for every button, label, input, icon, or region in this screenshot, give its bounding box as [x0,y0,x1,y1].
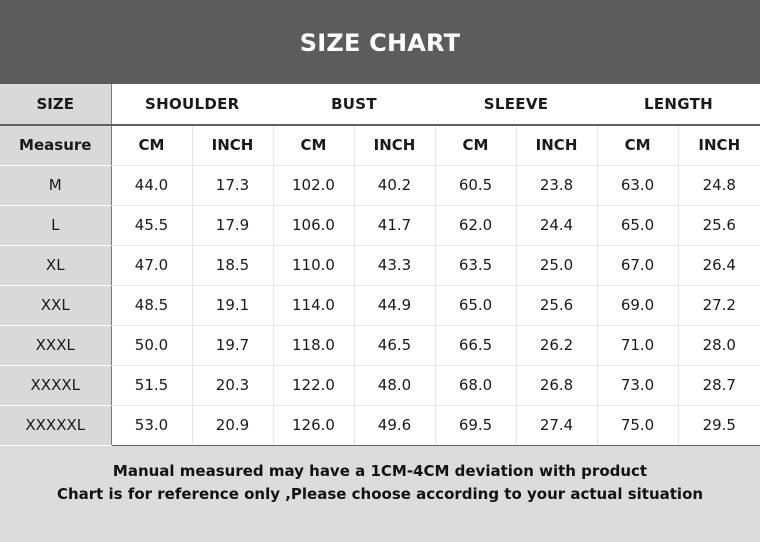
table-cell: 28.0 [678,325,760,366]
unit-header-cell: CM [597,125,679,166]
table-row: XXL 48.5 19.1 114.0 44.9 65.0 25.6 69.0 27.2 [0,285,760,326]
table-cell: 51.5 [110,365,193,406]
table-cell: 20.9 [192,405,274,446]
table-cell: 40.2 [354,165,436,206]
table-cell: 47.0 [110,245,193,286]
table-cell: 114.0 [273,285,355,326]
table-row: XXXXL 51.5 20.3 122.0 48.0 68.0 26.8 73.0 28.7 [0,365,760,406]
table-cell: 53.0 [110,405,193,446]
reference-note: Chart is for reference only ,Please choo… [56,485,704,503]
table-cell: 46.5 [354,325,436,366]
table-cell: 48.5 [110,285,193,326]
group-header-sleeve: SLEEVE [435,84,598,126]
deviation-note: Manual measured may have a 1CM-4CM devia… [112,462,648,480]
unit-header-cell: INCH [354,125,436,166]
table-cell: 45.5 [110,205,193,246]
table-cell: 126.0 [273,405,355,446]
table-cell: 73.0 [597,365,679,406]
table-cell: 26.8 [516,365,598,406]
size-label-cell: XXXXL [0,365,112,406]
table-cell: 60.5 [435,165,517,206]
unit-header-row: Measure CM INCH CM INCH CM INCH CM INCH [0,125,760,166]
table-row: L 45.5 17.9 106.0 41.7 62.0 24.4 65.0 25.6 [0,205,760,246]
table-row: XXXL 50.0 19.7 118.0 46.5 66.5 26.2 71.0 28.0 [0,325,760,366]
group-header-row: SIZE SHOULDER BUST SLEEVE LENGTH [0,84,760,126]
size-column-header: SIZE [0,84,112,126]
table-cell: 68.0 [435,365,517,406]
table-cell: 63.0 [597,165,679,206]
table-cell: 48.0 [354,365,436,406]
size-label-cell: XXXL [0,325,112,366]
table-row: M 44.0 17.3 102.0 40.2 60.5 23.8 63.0 24.8 [0,165,760,206]
unit-header-cell: INCH [516,125,598,166]
table-cell: 69.5 [435,405,517,446]
table-cell: 50.0 [110,325,193,366]
table-cell: 25.6 [678,205,760,246]
table-cell: 63.5 [435,245,517,286]
table-row: XXXXXL 53.0 20.9 126.0 49.6 69.5 27.4 75.0 29.5 [0,405,760,446]
unit-header-cell: INCH [192,125,274,166]
footer-note: Manual measured may have a 1CM-4CM devia… [0,460,760,506]
table-cell: 28.7 [678,365,760,406]
size-table: SIZE SHOULDER BUST SLEEVE LENGTH Measure… [0,84,760,446]
table-cell: 62.0 [435,205,517,246]
table-cell: 24.8 [678,165,760,206]
table-cell: 18.5 [192,245,274,286]
table-cell: 19.7 [192,325,274,366]
table-cell: 122.0 [273,365,355,406]
table-cell: 44.9 [354,285,436,326]
unit-header-cell: CM [435,125,517,166]
table-cell: 26.4 [678,245,760,286]
size-label-cell: XL [0,245,112,286]
measure-row-header: Measure [0,125,112,166]
table-cell: 66.5 [435,325,517,366]
size-label-cell: M [0,165,112,206]
size-label-cell: XXL [0,285,112,326]
table-cell: 102.0 [273,165,355,206]
table-cell: 41.7 [354,205,436,246]
table-cell: 75.0 [597,405,679,446]
table-cell: 49.6 [354,405,436,446]
table-cell: 69.0 [597,285,679,326]
table-cell: 29.5 [678,405,760,446]
table-cell: 26.2 [516,325,598,366]
size-label-cell: XXXXXL [0,405,112,446]
group-header-length: LENGTH [597,84,760,126]
unit-header-cell: INCH [678,125,760,166]
table-cell: 25.6 [516,285,598,326]
header-bar: SIZE CHART [0,0,760,84]
table-cell: 23.8 [516,165,598,206]
page-title: SIZE CHART [299,29,461,57]
table-cell: 71.0 [597,325,679,366]
table-cell: 24.4 [516,205,598,246]
table-cell: 25.0 [516,245,598,286]
unit-header-cell: CM [110,125,193,166]
table-cell: 118.0 [273,325,355,366]
table-cell: 17.9 [192,205,274,246]
size-label-cell: L [0,205,112,246]
table-cell: 65.0 [597,205,679,246]
table-row: XL 47.0 18.5 110.0 43.3 63.5 25.0 67.0 26.4 [0,245,760,286]
table-cell: 44.0 [110,165,193,206]
table-cell: 106.0 [273,205,355,246]
table-cell: 67.0 [597,245,679,286]
table-cell: 110.0 [273,245,355,286]
table-cell: 17.3 [192,165,274,206]
group-header-shoulder: SHOULDER [111,84,273,126]
table-cell: 43.3 [354,245,436,286]
table-cell: 27.2 [678,285,760,326]
unit-header-cell: CM [273,125,355,166]
table-cell: 65.0 [435,285,517,326]
group-header-bust: BUST [273,84,436,126]
table-cell: 27.4 [516,405,598,446]
table-cell: 19.1 [192,285,274,326]
table-cell: 20.3 [192,365,274,406]
